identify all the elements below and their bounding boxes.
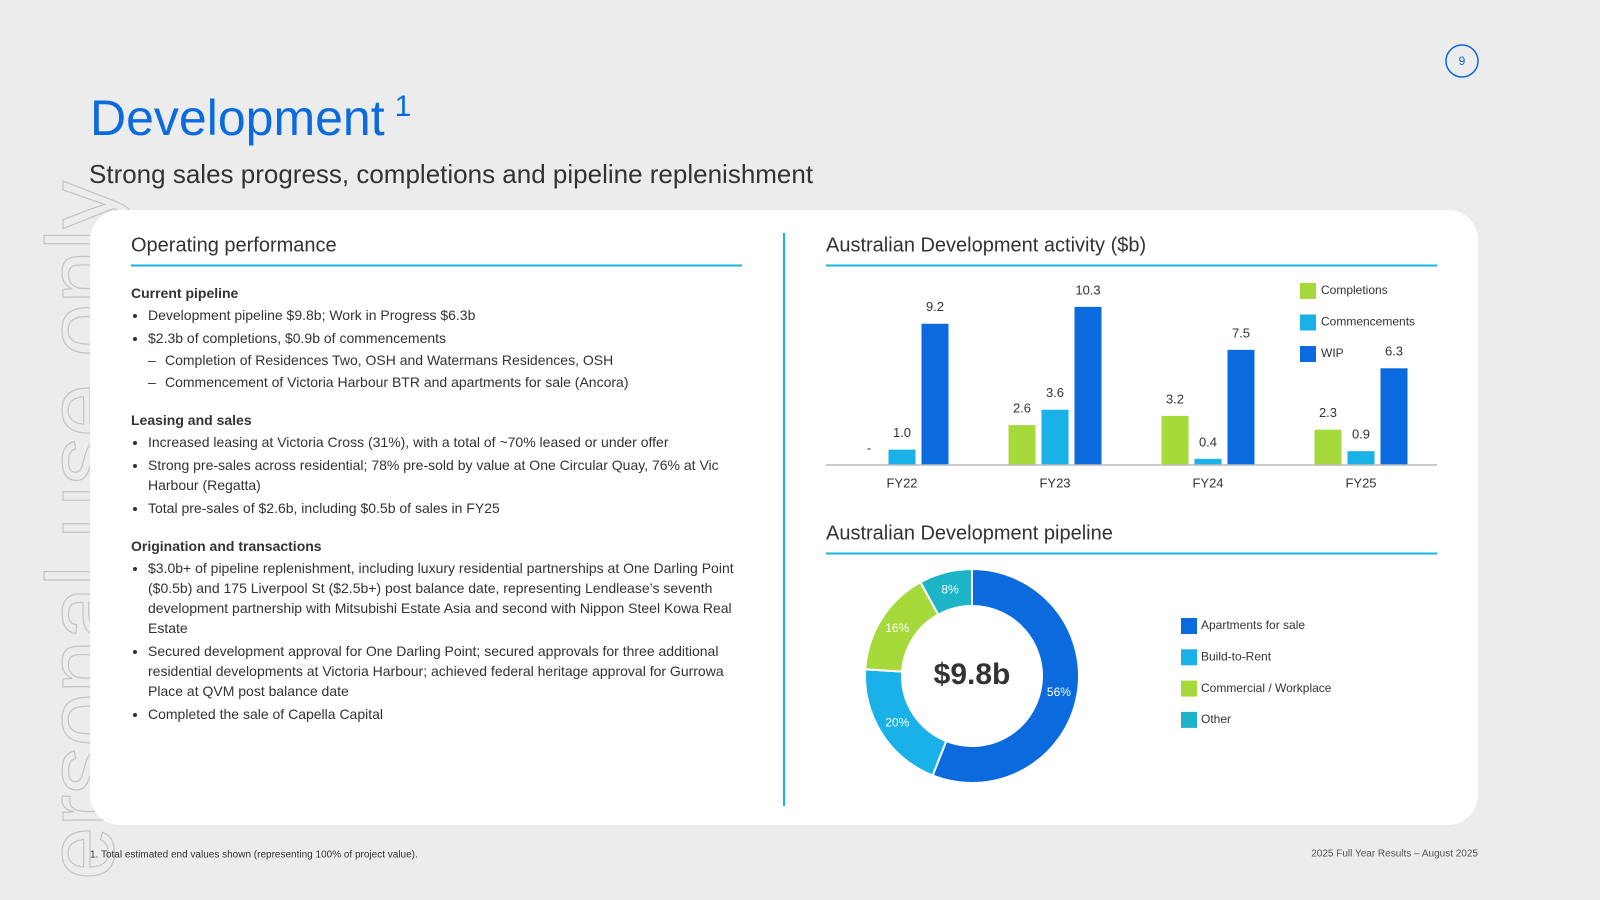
segment-label: 8% xyxy=(941,582,959,596)
value-label: - xyxy=(867,440,871,455)
bar xyxy=(1161,415,1189,465)
legend-swatch xyxy=(1300,346,1316,362)
value-label: 3.2 xyxy=(1166,391,1184,406)
sub-bullet: Commencement of Victoria Harbour BTR and… xyxy=(148,372,746,392)
bar xyxy=(1314,429,1342,465)
bar xyxy=(1227,349,1255,465)
legend-swatch xyxy=(1181,649,1197,666)
bar xyxy=(888,449,916,465)
legend-label: Commencements xyxy=(1321,315,1415,329)
legend-swatch xyxy=(1300,314,1316,331)
bullet-text: Completed the sale of Capella Capital xyxy=(148,706,384,722)
bullet-text: Increased leasing at Victoria Cross (31%… xyxy=(148,434,669,450)
bar xyxy=(1008,425,1036,465)
panel-heading: Operating performance xyxy=(131,234,337,256)
legend-label: Completions xyxy=(1321,283,1388,297)
bullet: Total pre-sales of $2.6b, including $0.5… xyxy=(148,498,746,518)
title: Development 1 xyxy=(90,90,411,146)
value-label: 1.0 xyxy=(893,425,911,440)
section: Leasing and sales Increased leasing at Vi… xyxy=(131,410,746,518)
value-label: 9.2 xyxy=(926,299,944,314)
value-label: 0.9 xyxy=(1352,427,1370,442)
operating-performance: Current pipeline Development pipeline $9.… xyxy=(131,283,746,742)
legend-swatch xyxy=(1300,283,1316,299)
footer: 2025 Full Year Results – August 2025 xyxy=(1311,849,1478,860)
bullet-list: $3.0b+ of pipeline replenishment, includ… xyxy=(131,558,746,724)
section: Current pipeline Development pipeline $9.… xyxy=(131,283,746,392)
sub-list: Completion of Residences Two, OSH and Wa… xyxy=(148,350,746,392)
sub-bullet: Completion of Residences Two, OSH and Wa… xyxy=(148,350,746,370)
bullet: Development pipeline $9.8b; Work in Prog… xyxy=(148,305,746,325)
subtitle: Strong sales progress, completions and p… xyxy=(89,159,814,189)
donut-center-label: $9.8b xyxy=(934,658,1011,691)
donut-segment xyxy=(931,567,1080,784)
legend-label: WIP xyxy=(1321,346,1344,360)
x-tick-label: FY22 xyxy=(886,475,917,490)
chart-title: Australian Development pipeline xyxy=(826,522,1113,544)
section-heading: Current pipeline xyxy=(131,285,239,301)
bullet: $3.0b+ of pipeline replenishment, includ… xyxy=(148,558,746,638)
legend-swatch xyxy=(1181,680,1197,697)
legend-label: Build-to-Rent xyxy=(1201,649,1272,663)
bar xyxy=(1380,368,1408,465)
donut-segment xyxy=(919,567,973,617)
bar xyxy=(1041,409,1069,465)
bullet-text: Secured development approval for One Dar… xyxy=(148,643,724,699)
value-label: 6.3 xyxy=(1385,344,1403,359)
bar xyxy=(1194,458,1222,465)
bullet: Secured development approval for One Dar… xyxy=(148,641,746,701)
page-number: 9 xyxy=(1459,54,1466,68)
value-label: 2.3 xyxy=(1319,405,1337,420)
bullet-text: $2.3b of completions, $0.9b of commencem… xyxy=(148,330,447,346)
bar xyxy=(1347,451,1375,465)
legend-label: Apartments for sale xyxy=(1201,618,1305,632)
bullet: Completed the sale of Capella Capital xyxy=(148,704,746,724)
bullet-list: Development pipeline $9.8b; Work in Prog… xyxy=(131,305,746,392)
value-label: 2.6 xyxy=(1013,401,1031,416)
legend-swatch xyxy=(1181,711,1197,728)
bullet: Strong pre-sales across residential; 78%… xyxy=(148,455,746,495)
value-label: 7.5 xyxy=(1232,325,1250,340)
title-text: Development xyxy=(90,90,385,146)
legend-label: Other xyxy=(1201,712,1231,726)
segment-label: 20% xyxy=(885,716,909,730)
segment-label: 16% xyxy=(885,621,909,635)
footnote: 1. Total estimated end values shown (rep… xyxy=(90,850,418,861)
x-tick-label: FY23 xyxy=(1039,475,1070,490)
bullet: $2.3b of completions, $0.9b of commencem… xyxy=(148,328,746,392)
value-label: 3.6 xyxy=(1046,385,1064,400)
bullet-list: Increased leasing at Victoria Cross (31%… xyxy=(131,432,746,518)
segment-label: 56% xyxy=(1047,685,1071,699)
bullet: Increased leasing at Victoria Cross (31%… xyxy=(148,432,746,452)
title-note: 1 xyxy=(395,90,412,123)
bullet-text: Total pre-sales of $2.6b, including $0.5… xyxy=(148,500,500,516)
value-label: 0.4 xyxy=(1199,434,1217,449)
bullet-text: $3.0b+ of pipeline replenishment, includ… xyxy=(148,560,734,636)
legend-label: Commercial / Workplace xyxy=(1201,681,1332,695)
legend-swatch xyxy=(1181,618,1197,634)
bar xyxy=(1074,306,1102,465)
bullet-text: Strong pre-sales across residential; 78%… xyxy=(148,457,719,493)
section-heading: Origination and transactions xyxy=(131,538,322,554)
chart-title: Australian Development activity ($b) xyxy=(826,234,1146,256)
value-label: 10.3 xyxy=(1075,282,1100,297)
section: Origination and transactions $3.0b+ of pi… xyxy=(131,536,746,724)
bar xyxy=(921,323,949,465)
x-tick-label: FY24 xyxy=(1192,475,1223,490)
page-number-circle xyxy=(1445,44,1479,78)
bullet-text: Development pipeline $9.8b; Work in Prog… xyxy=(148,307,476,323)
section-heading: Leasing and sales xyxy=(131,412,252,428)
x-tick-label: FY25 xyxy=(1345,475,1376,490)
